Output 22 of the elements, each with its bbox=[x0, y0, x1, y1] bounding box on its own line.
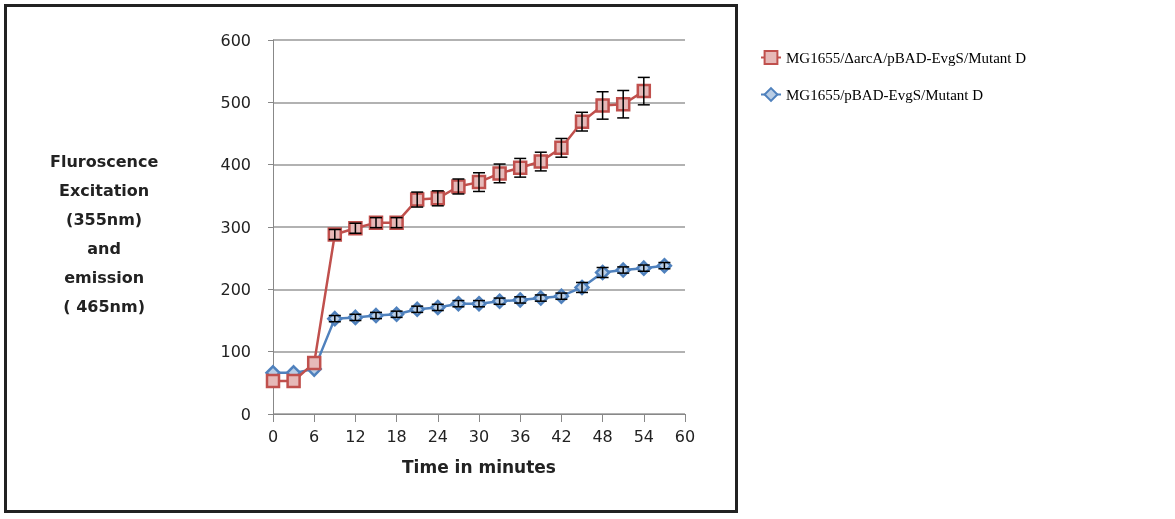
legend-label: MG1655/pBAD-EvgS/Mutant D bbox=[786, 86, 984, 103]
y-tick-label: 400 bbox=[220, 155, 251, 175]
y-tick-label: 300 bbox=[220, 217, 251, 237]
y-tick-label: 100 bbox=[220, 342, 251, 362]
x-tick-label: 54 bbox=[633, 426, 654, 446]
x-tick-label: 12 bbox=[345, 426, 366, 446]
x-tick-label: 42 bbox=[551, 426, 572, 446]
x-tick-label: 0 bbox=[267, 426, 279, 446]
legend-label: MG1655/ΔarcA/pBAD-EvgS/Mutant D bbox=[786, 49, 1027, 66]
x-tick-label: 6 bbox=[309, 426, 320, 446]
y-tick-label: 500 bbox=[220, 92, 251, 112]
y-tick-label: 600 bbox=[220, 30, 251, 50]
x-tick-label: 48 bbox=[592, 426, 613, 446]
x-tick-label: 30 bbox=[468, 426, 490, 446]
x-tick-label: 60 bbox=[674, 426, 696, 446]
x-tick-label: 18 bbox=[386, 426, 407, 446]
x-axis-title: Time in minutes bbox=[402, 456, 556, 477]
y-axis-title: Fluroscence Excitation (355nm) and emission ( 465nm) bbox=[50, 152, 159, 316]
x-tick-label: 24 bbox=[427, 426, 448, 446]
y-tick-label: 200 bbox=[220, 279, 251, 299]
x-tick-label: 36 bbox=[510, 426, 531, 446]
y-tick-label: 0 bbox=[240, 404, 251, 424]
